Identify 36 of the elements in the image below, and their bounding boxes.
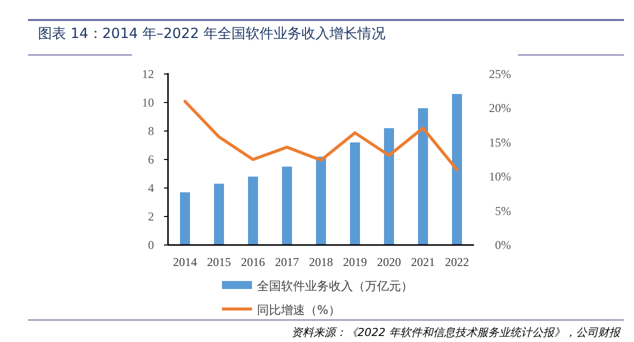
x-tick-label: 2017	[275, 255, 299, 269]
x-tick-label: 2016	[241, 255, 265, 269]
y2-tick-label: 20%	[489, 101, 511, 116]
y2-tick-label: 5%	[495, 204, 511, 218]
text: 资料来源：《2022 年软件和信息技术服务业统计公报》，公司财报	[292, 326, 621, 339]
legend-label: 同比增速（%）	[257, 303, 340, 317]
y-tick-label: 8	[148, 124, 154, 138]
bar	[384, 128, 394, 245]
bar	[248, 176, 258, 245]
y2-tick-label: 10%	[489, 170, 511, 184]
x-tick-label: 2020	[377, 255, 401, 269]
x-tick-label: 2022	[445, 255, 469, 269]
x-tick-label: 2019	[343, 255, 367, 269]
x-tick-label: 2014	[173, 255, 197, 269]
y-tick-label: 4	[148, 181, 154, 195]
y-tick-label: 6	[148, 152, 154, 166]
line-series	[184, 100, 458, 172]
y-tick-label: 2	[148, 210, 154, 224]
bar	[350, 142, 360, 245]
y2-tick-label: 0%	[495, 238, 511, 252]
y2-tick-label: 25%	[489, 67, 511, 81]
bar	[180, 192, 190, 245]
y-tick-label: 0	[148, 238, 154, 252]
bar	[214, 184, 224, 245]
chart-title: 图表 14：2014 年–2022 年全国软件业务收入增长情况	[38, 26, 386, 42]
y-tick-label: 10	[142, 96, 154, 110]
bar	[282, 166, 292, 245]
y2-tick-label: 15%	[489, 135, 511, 150]
bar	[418, 108, 428, 245]
x-tick-label: 2018	[309, 255, 333, 269]
x-tick-label: 2015	[207, 255, 231, 269]
bar	[452, 94, 462, 245]
x-tick-label: 2021	[411, 255, 435, 269]
y-tick-label: 12	[142, 67, 154, 81]
legend-label: 全国软件业务收入（万亿元）	[257, 279, 413, 293]
bar	[316, 156, 326, 245]
